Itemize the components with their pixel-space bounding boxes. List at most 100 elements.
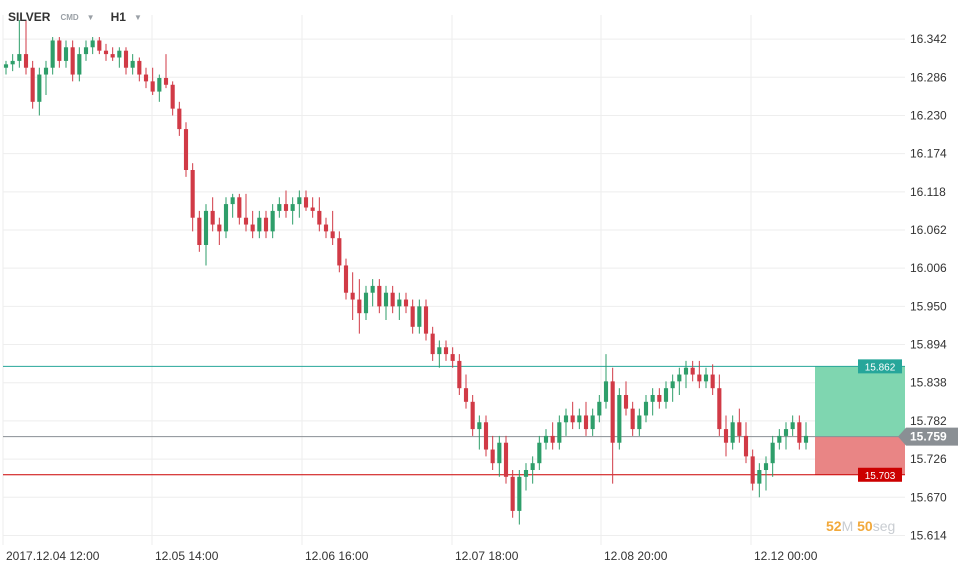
candle [777, 429, 782, 450]
symbol-name[interactable]: SILVER [8, 10, 51, 24]
candle [337, 231, 342, 273]
candle [117, 47, 122, 68]
price-tick-label: 16.006 [910, 261, 947, 275]
chart-header: SILVER CMD ▼ H1 ▼ [8, 6, 142, 28]
stop-loss-tag[interactable] [858, 467, 902, 482]
candle [430, 326, 435, 361]
candle [177, 101, 182, 136]
candle [670, 374, 675, 402]
candle [703, 367, 709, 389]
candle-body [103, 50, 109, 55]
candle-body [603, 381, 609, 402]
candle-body [110, 54, 115, 58]
candle-body [590, 415, 595, 430]
candle-body [763, 463, 769, 470]
candle [350, 272, 355, 320]
candle [623, 381, 629, 416]
price-tick-label: 15.726 [910, 452, 947, 466]
candle-body [343, 265, 349, 293]
current-price-value: 15.759 [910, 430, 947, 444]
candle [23, 20, 29, 75]
candle [403, 292, 409, 314]
candle-body [283, 204, 289, 211]
candle [463, 374, 469, 409]
candle [257, 210, 262, 239]
candle [537, 435, 542, 470]
time-tick-label: 2017.12.04 12:00 [6, 549, 100, 563]
candle-body [703, 374, 709, 382]
candle [283, 190, 289, 218]
candle [583, 401, 589, 436]
price-tick-label: 15.950 [910, 299, 947, 313]
candle [717, 374, 722, 436]
candle [77, 47, 82, 82]
candle-body [83, 47, 89, 55]
candle-body [43, 67, 49, 75]
candle [790, 415, 795, 436]
price-tick-label: 16.118 [910, 185, 946, 199]
candle-body [297, 197, 302, 205]
candle [503, 435, 509, 484]
candle-body [530, 463, 535, 470]
candle [17, 20, 22, 68]
candle [70, 40, 75, 82]
candle [210, 197, 215, 232]
candle [170, 81, 175, 116]
price-axis: 16.342 16.286 16.230 16.174 16.118 16.062 16.0… [910, 32, 947, 542]
candle [483, 415, 489, 457]
timeframe-selector[interactable]: H1 [110, 10, 126, 24]
candle-body [350, 292, 355, 300]
candle [130, 54, 135, 75]
candle-body [597, 401, 602, 416]
candle-body [63, 47, 69, 61]
candle [3, 60, 9, 75]
candle-body [290, 204, 295, 211]
candle [770, 435, 775, 477]
candle-body [77, 54, 82, 75]
candle-body [417, 306, 422, 327]
price-tick-label: 15.894 [910, 338, 947, 352]
candle-body [237, 197, 242, 218]
candle-body [30, 67, 35, 102]
candle-body [630, 408, 635, 430]
time-tick-label: 12.07 18:00 [455, 549, 519, 563]
candle [450, 347, 455, 368]
candle [750, 449, 755, 491]
candle-body [743, 435, 749, 457]
price-tick-label: 16.062 [910, 223, 947, 237]
timer-seconds-unit: seg [872, 518, 896, 534]
candle-body [797, 422, 802, 443]
candle-body [510, 476, 515, 511]
candle [570, 401, 575, 430]
candle-body [150, 81, 155, 92]
candle [30, 60, 35, 109]
symbol-dropdown-chevron-icon[interactable]: ▼ [86, 12, 95, 22]
candle-body [410, 306, 415, 327]
candle [417, 299, 422, 334]
candle-body [23, 54, 29, 68]
price-tick-label: 15.614 [910, 528, 947, 542]
price-tick-label: 16.174 [910, 147, 947, 161]
candle-body [463, 388, 469, 402]
candle [223, 197, 229, 239]
timeframe-dropdown-chevron-icon[interactable]: ▼ [133, 12, 142, 22]
candle-body [177, 108, 182, 130]
candle [803, 422, 809, 450]
candle-body [97, 40, 102, 51]
chart-grid [2, 15, 905, 545]
instrument-type-badge: CMD [60, 12, 79, 22]
candle-body [710, 374, 715, 389]
candle [643, 395, 649, 423]
candle [343, 258, 349, 300]
candle [237, 193, 242, 225]
candle [783, 422, 789, 450]
candle-body [450, 354, 455, 361]
candle [397, 292, 402, 320]
candle-body [330, 231, 335, 239]
candle-body [210, 210, 215, 225]
take-profit-tag[interactable] [858, 359, 902, 374]
candle-body [657, 395, 662, 402]
candle [137, 57, 142, 82]
candle-body [90, 40, 95, 48]
